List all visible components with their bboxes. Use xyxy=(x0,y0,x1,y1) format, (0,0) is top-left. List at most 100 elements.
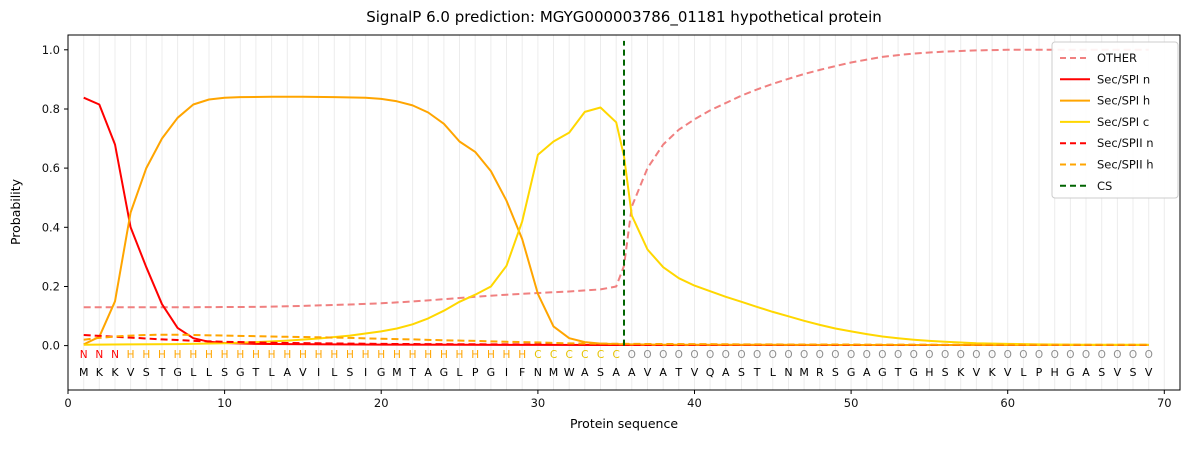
region-letter: N xyxy=(80,349,88,361)
sequence-letter: G xyxy=(487,366,496,379)
region-letter: H xyxy=(127,349,135,361)
sequence-letter: A xyxy=(722,366,730,379)
region-letter: O xyxy=(925,349,933,361)
region-letter: H xyxy=(409,349,417,361)
region-letter: H xyxy=(330,349,338,361)
region-letter: O xyxy=(800,349,808,361)
sequence-letter: A xyxy=(612,366,620,379)
legend-label: Sec/SPII h xyxy=(1097,158,1154,172)
region-letter: H xyxy=(377,349,385,361)
sequence-letter: S xyxy=(832,366,839,379)
region-letter: O xyxy=(643,349,651,361)
sequence-letter: L xyxy=(1020,366,1027,379)
region-letter: H xyxy=(315,349,323,361)
region-letter: H xyxy=(283,349,291,361)
legend-label: CS xyxy=(1097,179,1112,193)
y-tick-label: 1.0 xyxy=(42,43,60,57)
series-sec-spi-c xyxy=(83,106,1149,346)
region-letter: C xyxy=(550,349,557,361)
region-letter: O xyxy=(1019,349,1027,361)
sequence-letter: K xyxy=(96,366,104,379)
sequence-letter: T xyxy=(674,366,682,379)
series-lines xyxy=(83,40,1149,346)
sequence-letter: L xyxy=(206,366,213,379)
x-tick-label: 0 xyxy=(64,396,71,410)
sequence-letter: G xyxy=(173,366,182,379)
sequence-letter: Q xyxy=(706,366,715,379)
x-tick-label: 30 xyxy=(531,396,546,410)
region-letter: O xyxy=(1098,349,1106,361)
sequence-letter: T xyxy=(158,366,166,379)
sequence-letter: K xyxy=(988,366,996,379)
region-letter: H xyxy=(236,349,244,361)
sequence-letter: S xyxy=(221,366,228,379)
sequence-letter: N xyxy=(784,366,792,379)
sequence-letter: G xyxy=(1066,366,1075,379)
legend-label: Sec/SPI h xyxy=(1097,94,1150,108)
sequence-letter: A xyxy=(863,366,871,379)
sequence-letter: A xyxy=(628,366,636,379)
legend-label: Sec/SPI n xyxy=(1097,72,1150,86)
region-letter: O xyxy=(1035,349,1043,361)
sequence-letter: G xyxy=(847,366,856,379)
region-letter: H xyxy=(346,349,354,361)
sequence-letter: M xyxy=(549,366,559,379)
region-letter: H xyxy=(440,349,448,361)
region-letter: O xyxy=(737,349,745,361)
region-letter: H xyxy=(221,349,229,361)
region-letter: H xyxy=(487,349,495,361)
region-letter: C xyxy=(566,349,573,361)
sequence-letter: S xyxy=(346,366,353,379)
sequence-letter: P xyxy=(1036,366,1043,379)
sequence-letter: A xyxy=(1082,366,1090,379)
sequence-letter: L xyxy=(190,366,197,379)
sequence-letter: V xyxy=(1004,366,1012,379)
region-letter: H xyxy=(174,349,182,361)
region-letter: O xyxy=(972,349,980,361)
sequence-letter: M xyxy=(79,366,89,379)
region-letter: O xyxy=(659,349,667,361)
region-letter: C xyxy=(597,349,604,361)
region-letter: H xyxy=(424,349,432,361)
region-letter: H xyxy=(393,349,401,361)
region-letter: H xyxy=(268,349,276,361)
sequence-letter: I xyxy=(317,366,320,379)
sequence-letter: V xyxy=(127,366,135,379)
legend: OTHER Sec/SPI n Sec/SPI h Sec/SPI c Sec/SPII… xyxy=(1051,41,1179,199)
region-letter: H xyxy=(362,349,370,361)
region-letter: O xyxy=(910,349,918,361)
x-tick-label: 60 xyxy=(1000,396,1015,410)
sequence-letter: G xyxy=(440,366,449,379)
sequence-letter: K xyxy=(957,366,965,379)
region-letter: O xyxy=(863,349,871,361)
sequence-letter: T xyxy=(753,366,761,379)
region-letter: H xyxy=(189,349,197,361)
sequence-letter: T xyxy=(894,366,902,379)
region-letter: O xyxy=(1051,349,1059,361)
sequence-letter: I xyxy=(364,366,367,379)
region-letter: H xyxy=(252,349,260,361)
sequence-letter: G xyxy=(236,366,245,379)
region-letter: C xyxy=(613,349,620,361)
sequence-letter: G xyxy=(909,366,918,379)
sequence-letter: H xyxy=(925,366,933,379)
sequence-letter: A xyxy=(659,366,667,379)
sequence-letter: H xyxy=(1051,366,1059,379)
x-tick-label: 50 xyxy=(844,396,859,410)
y-tick-label: 0.2 xyxy=(42,280,60,294)
legend-label: Sec/SPI c xyxy=(1097,115,1149,129)
series-other xyxy=(83,48,1149,309)
region-letter: O xyxy=(1113,349,1121,361)
region-letter: O xyxy=(690,349,698,361)
axes: 0 10 20 30 40 50 60 70 0.0 0.2 0.4 0.6 0.8 1.0 xyxy=(42,34,1181,410)
sequence-letters: NMNKNKHVHSHTHGHLHLHSHGHTHLHAHVHIHLHSHIHG… xyxy=(79,349,1153,379)
region-letter: O xyxy=(753,349,761,361)
region-letter: H xyxy=(142,349,150,361)
sequence-letter: L xyxy=(269,366,276,379)
sequence-letter: G xyxy=(377,366,386,379)
region-letter: O xyxy=(1066,349,1074,361)
region-letter: N xyxy=(111,349,119,361)
y-axis-label: Probability xyxy=(8,178,23,245)
region-letter: O xyxy=(769,349,777,361)
sequence-letter: A xyxy=(284,366,292,379)
